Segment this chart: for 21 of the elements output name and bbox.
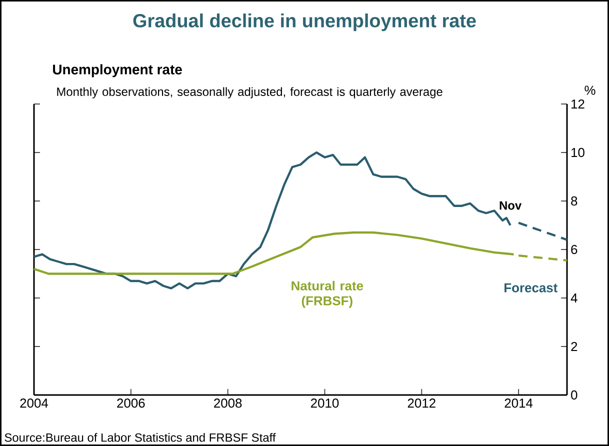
x-tick-label: 2010 <box>310 398 339 408</box>
x-tick-label: 2008 <box>214 398 242 408</box>
y-tick-label: 2 <box>571 342 578 352</box>
y-axis-title: % <box>584 86 596 95</box>
y-tick-label: 10 <box>572 148 584 158</box>
x-tick-label: 2004 <box>20 398 48 408</box>
source-note: Source:Bureau of Labor Statistics and FRBSF Staff <box>4 433 276 442</box>
text: Forecast <box>504 283 558 292</box>
chart-subtitle: Unemployment rate <box>53 64 182 78</box>
text: Natural rate (FRBSF) <box>292 280 364 308</box>
x-tick-label: 2014 <box>504 398 533 408</box>
y-tick-label: 8 <box>571 196 578 206</box>
chart-title: Gradual decline in unemployment rate <box>133 14 476 32</box>
y-tick-label: 0 <box>571 390 578 400</box>
y-tick-label: 12 <box>572 99 584 109</box>
text: Monthly observations, seasonally adjusted, forecast is quarterly average <box>57 87 442 98</box>
annotation: Nov <box>500 201 522 210</box>
y-tick-label: 6 <box>571 244 578 254</box>
x-tick-label: 2012 <box>408 398 436 408</box>
x-tick-label: 2006 <box>117 398 145 408</box>
y-tick-label: 4 <box>570 294 578 302</box>
